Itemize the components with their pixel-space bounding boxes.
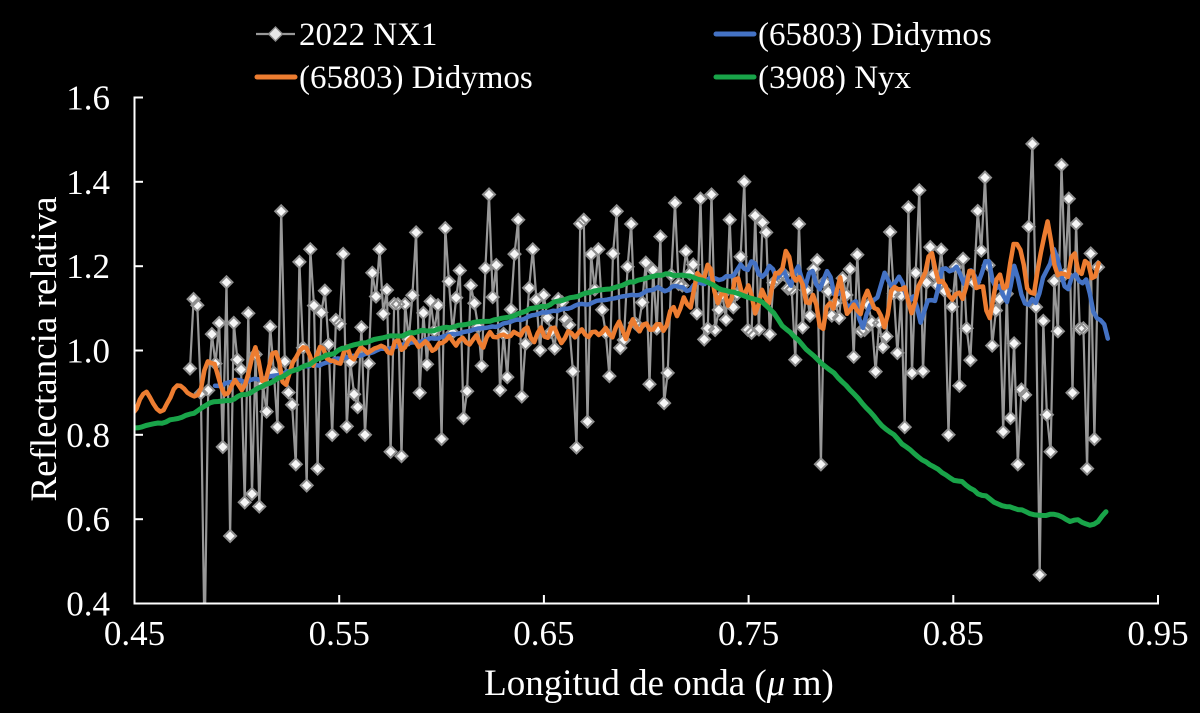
svg-text:Longitud de onda (μ m): Longitud de onda (μ m): [484, 663, 834, 704]
svg-text:0.95: 0.95: [1127, 614, 1188, 653]
svg-text:2022 NX1: 2022 NX1: [299, 17, 437, 53]
svg-text:0.8: 0.8: [66, 416, 110, 455]
svg-text:1.0: 1.0: [66, 332, 110, 371]
svg-text:0.85: 0.85: [923, 614, 984, 653]
svg-text:0.4: 0.4: [66, 585, 110, 624]
svg-text:0.6: 0.6: [66, 500, 110, 539]
svg-text:Reflectancia relativa: Reflectancia relativa: [24, 196, 65, 501]
svg-text:0.65: 0.65: [513, 614, 574, 653]
svg-text:(65803) Didymos: (65803) Didymos: [758, 17, 992, 53]
svg-text:0.75: 0.75: [718, 614, 779, 653]
svg-text:1.2: 1.2: [66, 247, 110, 286]
svg-text:0.55: 0.55: [309, 614, 370, 653]
svg-text:0.45: 0.45: [104, 614, 165, 653]
svg-text:(3908) Nyx: (3908) Nyx: [758, 60, 912, 96]
svg-text:1.6: 1.6: [66, 79, 110, 118]
svg-text:(65803) Didymos: (65803) Didymos: [299, 60, 533, 96]
svg-text:1.4: 1.4: [66, 163, 110, 202]
